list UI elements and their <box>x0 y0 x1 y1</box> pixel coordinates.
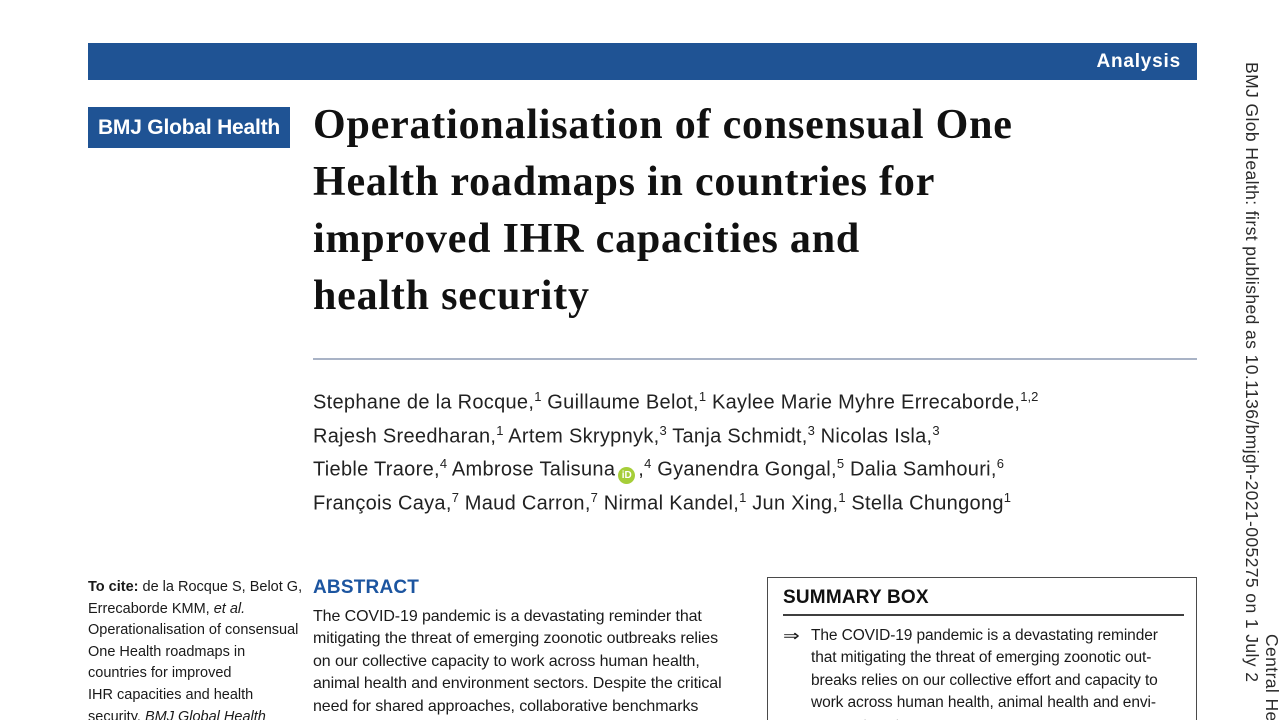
article-title-line: Operationalisation of consensual One <box>313 102 1013 148</box>
citation-line: Errecaborde KMM, et al. <box>88 600 246 617</box>
summary-box-heading: SUMMARY BOX <box>783 587 929 608</box>
double-arrow-icon: ⇒ <box>783 628 800 645</box>
summary-box-divider <box>783 614 1184 616</box>
author-line: Rajesh Sreedharan,1 Artem Skrypnyk,3 Tan… <box>313 422 940 448</box>
journal-logo-text: BMJ Global Health <box>97 115 281 139</box>
author-line: Stephane de la Rocque,1 Guillaume Belot,… <box>313 389 1039 414</box>
citation-note: To cite: de la Rocque S, Belot G, Erreca… <box>88 577 313 720</box>
author-line: Tieble Traore,4 Ambrose Talisuna iD ,4 Gya… <box>313 450 1213 484</box>
summary-line: breaks relies on our collective effort a… <box>811 671 1158 689</box>
citation-line: IHR capacities and health <box>88 686 254 703</box>
abstract-line: mitigating the threat of emerging zoonot… <box>313 630 718 648</box>
citation-line: To cite: de la Rocque S, Belot G, <box>88 579 303 595</box>
abstract-line: animal health and environment sectors. D… <box>313 675 722 693</box>
citation-line: security. BMJ Global Health <box>88 708 266 720</box>
abstract-heading: ABSTRACT <box>313 577 420 598</box>
section-banner-label: Analysis <box>1096 51 1181 72</box>
abstract-line: The COVID-19 pandemic is a devastating r… <box>313 608 702 625</box>
author-line: François Caya,7 Maud Carron,7 Nirmal Kan… <box>313 489 1012 515</box>
journal-logo: BMJ Global Health <box>88 107 290 148</box>
citation-line: countries for improved <box>88 665 232 682</box>
summary-line: The COVID-19 pandemic is a devastating r… <box>811 627 1158 644</box>
article-title-line: health security <box>313 273 590 319</box>
citation-line: Operationalisation of consensual <box>88 622 299 639</box>
citation-line: One Health roadmaps in <box>88 643 246 660</box>
summary-line: work across human health, animal health … <box>811 694 1156 712</box>
vertical-doi-text: BMJ Glob Health: first published as 10.1… <box>1242 62 1262 683</box>
section-banner: Analysis <box>88 43 1197 80</box>
abstract-section: ABSTRACT The COVID-19 pandemic is a deva… <box>313 577 758 720</box>
article-title-line: improved IHR capacities and <box>313 216 861 262</box>
author-list: Stephane de la Rocque,1 Guillaume Belot,… <box>313 383 1213 518</box>
vertical-doi-fragment: Central Hea <box>1262 634 1280 720</box>
abstract-line: need for shared approaches, collaborativ… <box>313 697 699 715</box>
summary-bullet-item: ⇒ The COVID-19 pandemic is a devastating… <box>783 625 1186 720</box>
title-divider <box>313 358 1197 360</box>
summary-line: ronment sectors. <box>811 715 1186 720</box>
summary-box: SUMMARY BOX ⇒ The COVID-19 pandemic is a… <box>767 577 1197 720</box>
summary-line: that mitigating the threat of emerging z… <box>811 649 1152 667</box>
abstract-line: on our collective capacity to work acros… <box>313 652 700 670</box>
article-title-line: Health roadmaps in countries for <box>313 159 936 205</box>
article-title: Operationalisation of consensual One Hea… <box>313 97 1213 325</box>
orcid-icon: iD <box>618 466 636 484</box>
